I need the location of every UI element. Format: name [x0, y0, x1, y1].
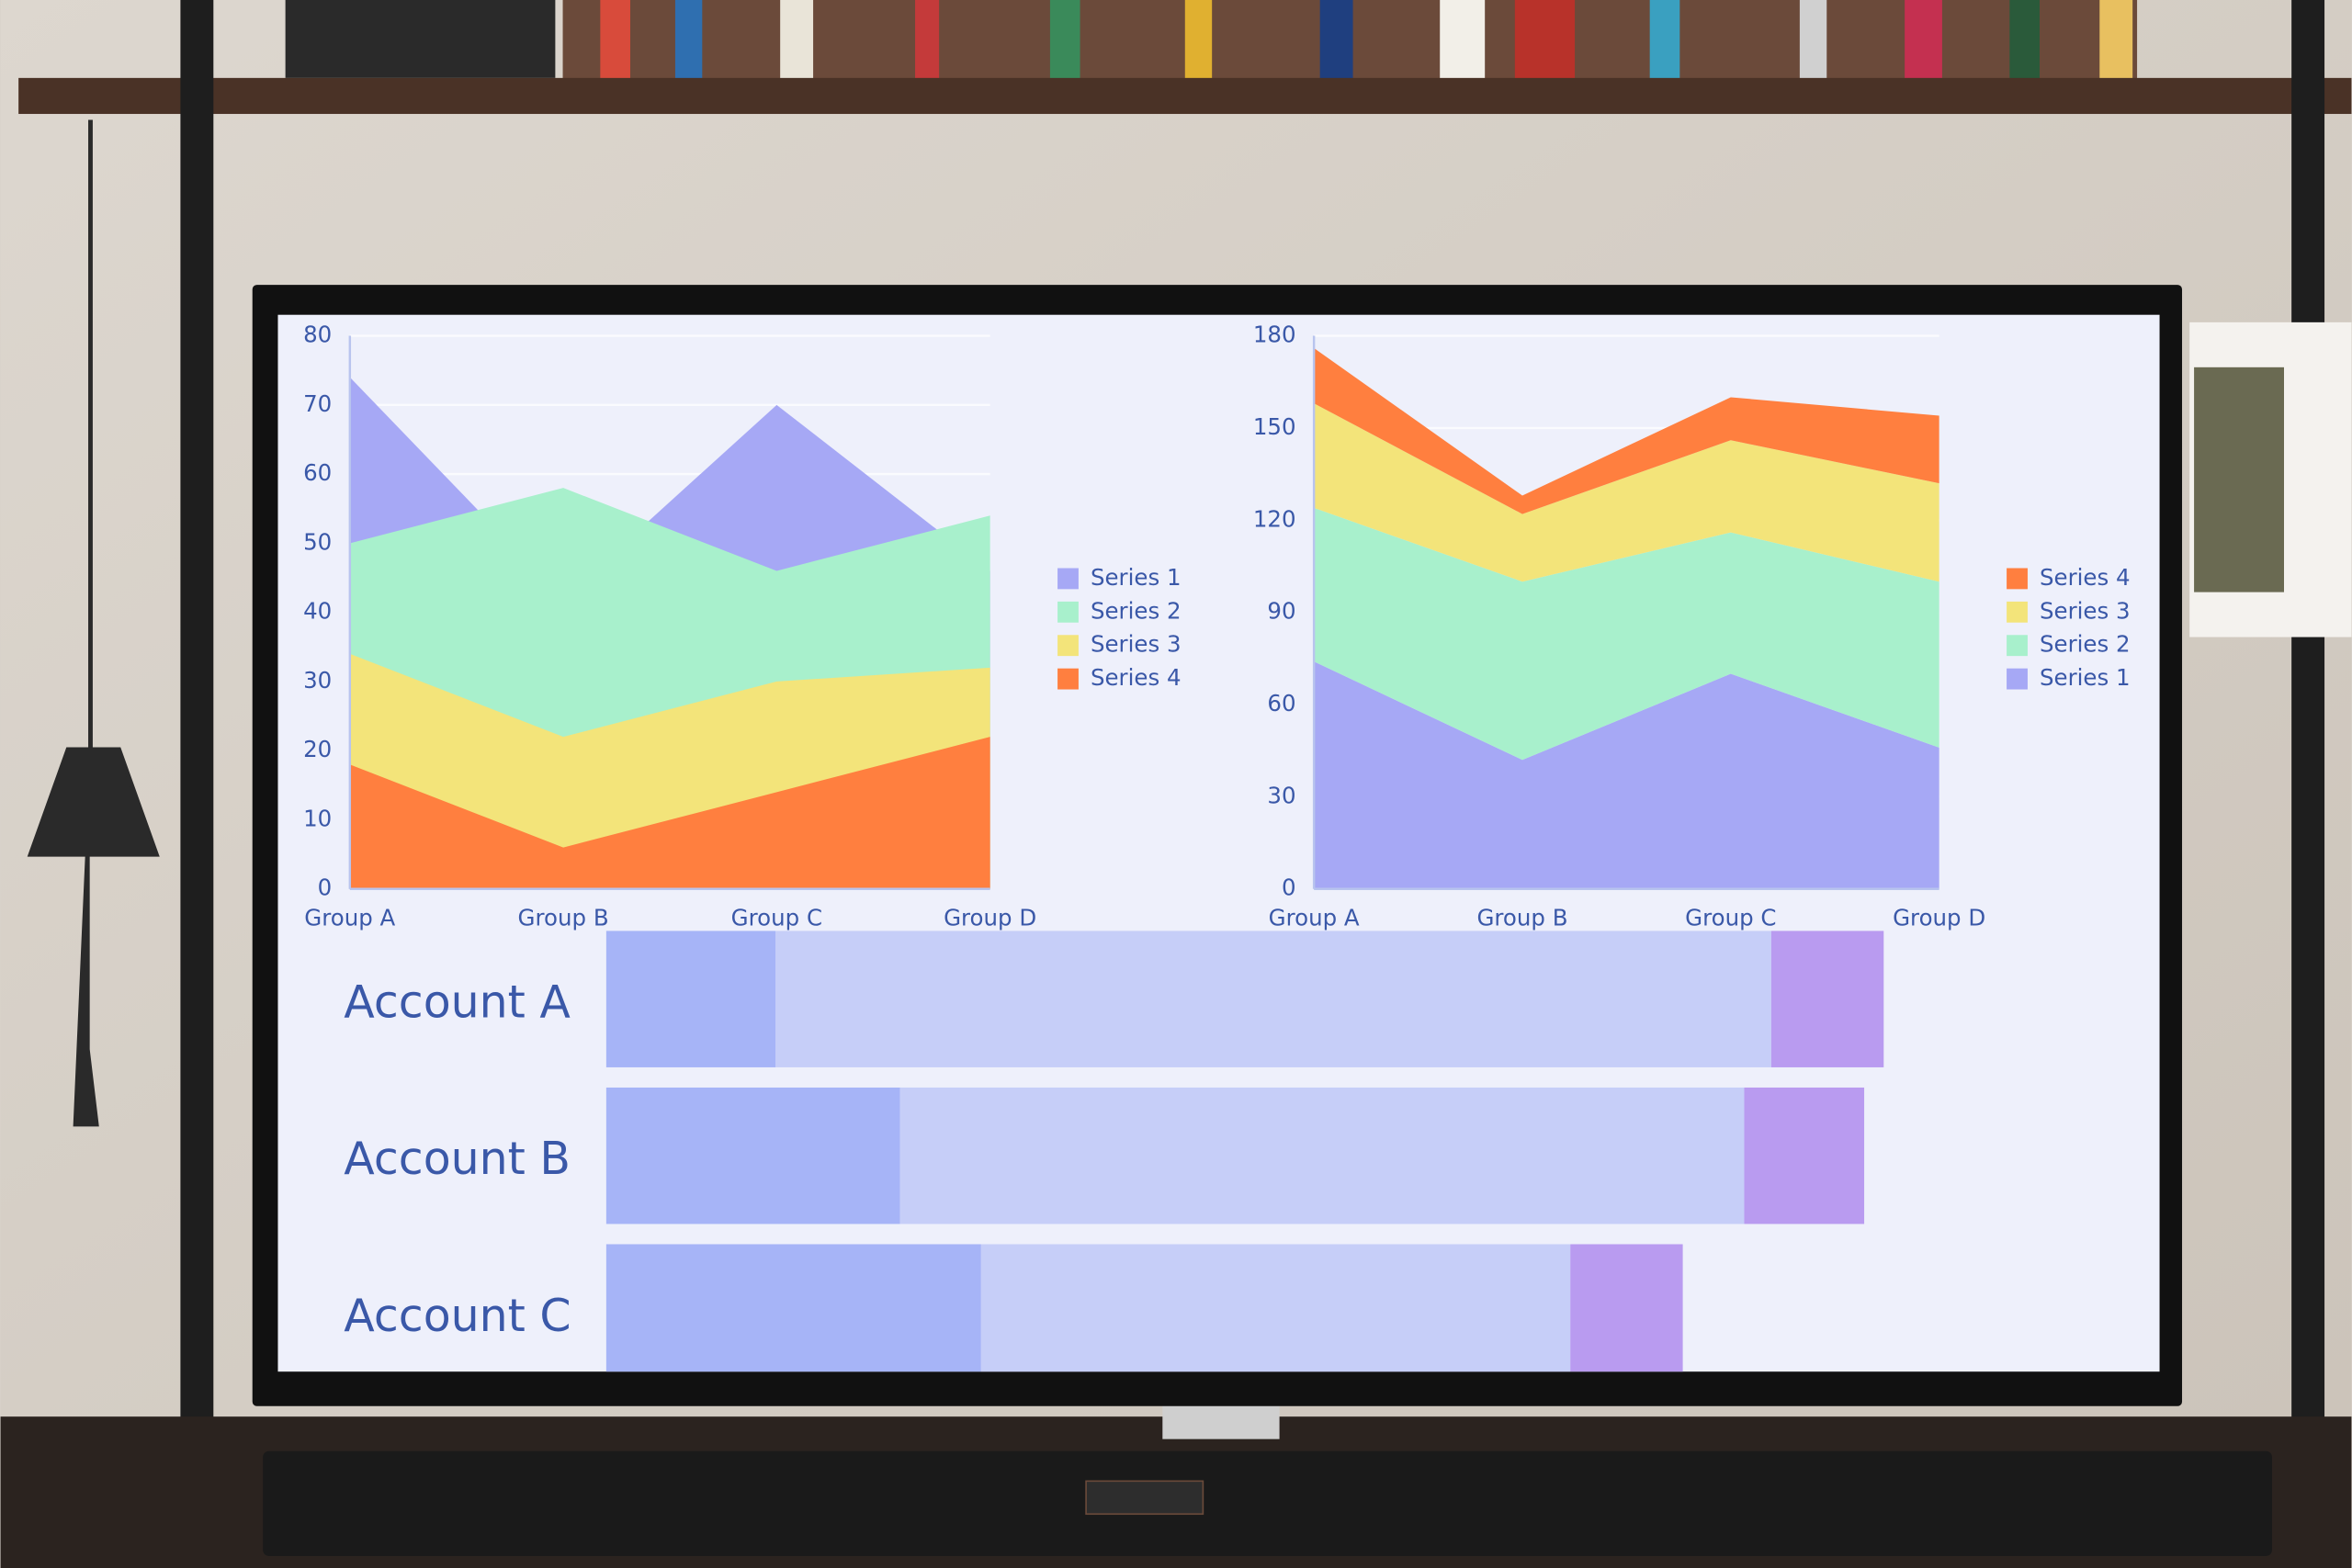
soundbar-display	[1085, 1480, 1204, 1516]
y-tick-label: 30	[1267, 782, 1295, 808]
legend-label: Series 4	[2040, 564, 2131, 591]
x-tick-label: Group A	[1269, 904, 1360, 931]
y-tick-label: 70	[303, 390, 332, 417]
x-tick-label: Group D	[1893, 904, 1985, 931]
pipe	[2291, 0, 2325, 1499]
area	[1314, 507, 1939, 761]
soundbar	[263, 1450, 2272, 1556]
legend-swatch	[1057, 568, 1079, 590]
legend-label: Series 3	[1091, 631, 1182, 658]
x-tick-label: Group A	[304, 904, 395, 931]
category-label: Account A	[344, 976, 571, 1029]
y-tick-label: 0	[1282, 874, 1296, 901]
legend-swatch	[2007, 568, 2028, 590]
legend-swatch	[2007, 668, 2028, 690]
legend-swatch	[2007, 635, 2028, 657]
legend-label: Series 2	[2040, 631, 2131, 658]
bar-segment	[605, 1244, 981, 1372]
legend-label: Series 1	[1091, 564, 1182, 591]
x-tick-label: Group C	[731, 904, 822, 931]
photo	[2194, 367, 2284, 592]
area	[349, 737, 990, 889]
area	[1314, 347, 1939, 514]
y-tick-label: 60	[303, 459, 332, 486]
bar-segment	[1570, 1244, 1683, 1372]
y-tick-label: 10	[303, 805, 332, 831]
bar-segment	[980, 1244, 1571, 1372]
bar-segment	[605, 1087, 900, 1224]
y-tick-label: 50	[303, 528, 332, 555]
y-tick-label: 60	[1267, 690, 1295, 716]
bar-segment	[775, 931, 1771, 1067]
charts: 0 10 20 30 40 50 60 70 80 Group A Group B Group C Gr…	[303, 321, 2131, 1372]
legend-label: Series 2	[1091, 597, 1182, 624]
pipe	[180, 0, 214, 1499]
books	[285, 0, 2138, 83]
bar-segment	[1770, 931, 1884, 1067]
y-tick-label: 80	[303, 321, 332, 348]
y-tick-label: 20	[303, 736, 332, 762]
y-tick-label: 120	[1253, 505, 1296, 532]
shelf	[18, 77, 2352, 115]
legend-swatch	[1057, 601, 1079, 623]
bar-segment	[605, 931, 776, 1067]
area	[1314, 403, 1939, 582]
bell-ornament	[27, 119, 160, 1127]
legend-label: Series 1	[2040, 664, 2131, 691]
x-tick-label: Group B	[518, 904, 609, 931]
area	[1314, 661, 1939, 889]
y-tick-label: 180	[1253, 321, 1296, 348]
category-label: Account C	[344, 1290, 571, 1342]
bar-segment	[1744, 1087, 1865, 1224]
x-tick-label: Group B	[1476, 904, 1567, 931]
legend-swatch	[1057, 668, 1079, 690]
x-tick-label: Group D	[944, 904, 1036, 931]
y-tick-label: 90	[1267, 598, 1295, 625]
y-tick-label: 40	[303, 598, 332, 625]
legend-swatch	[1057, 635, 1079, 657]
x-tick-label: Group C	[1685, 904, 1776, 931]
legend-label: Series 4	[1091, 664, 1182, 691]
y-tick-label: 30	[303, 667, 332, 694]
legend-label: Series 3	[2040, 597, 2131, 624]
legend-swatch	[2007, 601, 2028, 623]
y-tick-label: 150	[1253, 413, 1296, 440]
category-label: Account B	[344, 1133, 571, 1185]
y-tick-label: 0	[318, 874, 333, 901]
bar-segment	[899, 1087, 1745, 1224]
